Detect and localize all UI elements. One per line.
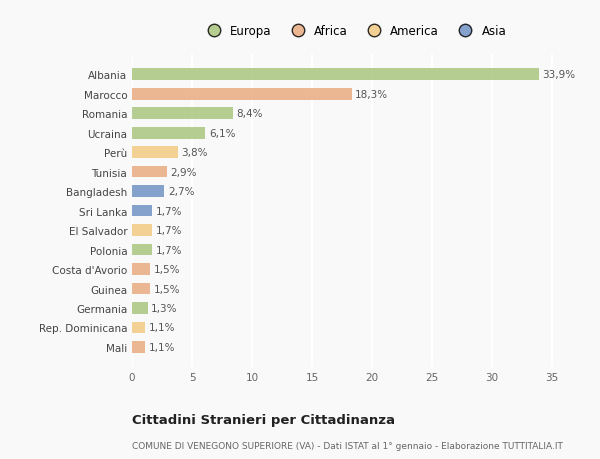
Text: 6,1%: 6,1% [209,129,235,139]
Bar [132,89,352,101]
Bar [132,108,233,120]
Text: 2,7%: 2,7% [168,187,194,197]
Text: 1,7%: 1,7% [156,225,182,235]
Bar [132,128,205,139]
Text: 3,8%: 3,8% [181,148,208,158]
Bar [132,302,148,314]
Text: 1,5%: 1,5% [154,264,180,274]
Bar [132,263,150,275]
Bar [132,322,145,334]
Text: 1,1%: 1,1% [149,342,175,352]
Bar [132,244,152,256]
Bar [132,147,178,159]
Bar [132,341,145,353]
Text: 1,1%: 1,1% [149,323,175,333]
Text: 1,7%: 1,7% [156,206,182,216]
Text: 1,3%: 1,3% [151,303,178,313]
Bar [132,225,152,236]
Text: 33,9%: 33,9% [542,70,575,80]
Text: Cittadini Stranieri per Cittadinanza: Cittadini Stranieri per Cittadinanza [132,413,395,426]
Bar [132,167,167,178]
Text: 2,9%: 2,9% [170,167,197,177]
Bar [132,186,164,197]
Bar [132,283,150,295]
Legend: Europa, Africa, America, Asia: Europa, Africa, America, Asia [197,20,511,43]
Text: 18,3%: 18,3% [355,90,388,100]
Text: 1,7%: 1,7% [156,245,182,255]
Bar [132,205,152,217]
Text: 8,4%: 8,4% [236,109,263,119]
Text: COMUNE DI VENEGONO SUPERIORE (VA) - Dati ISTAT al 1° gennaio - Elaborazione TUTT: COMUNE DI VENEGONO SUPERIORE (VA) - Dati… [132,441,563,450]
Text: 1,5%: 1,5% [154,284,180,294]
Bar [132,69,539,81]
